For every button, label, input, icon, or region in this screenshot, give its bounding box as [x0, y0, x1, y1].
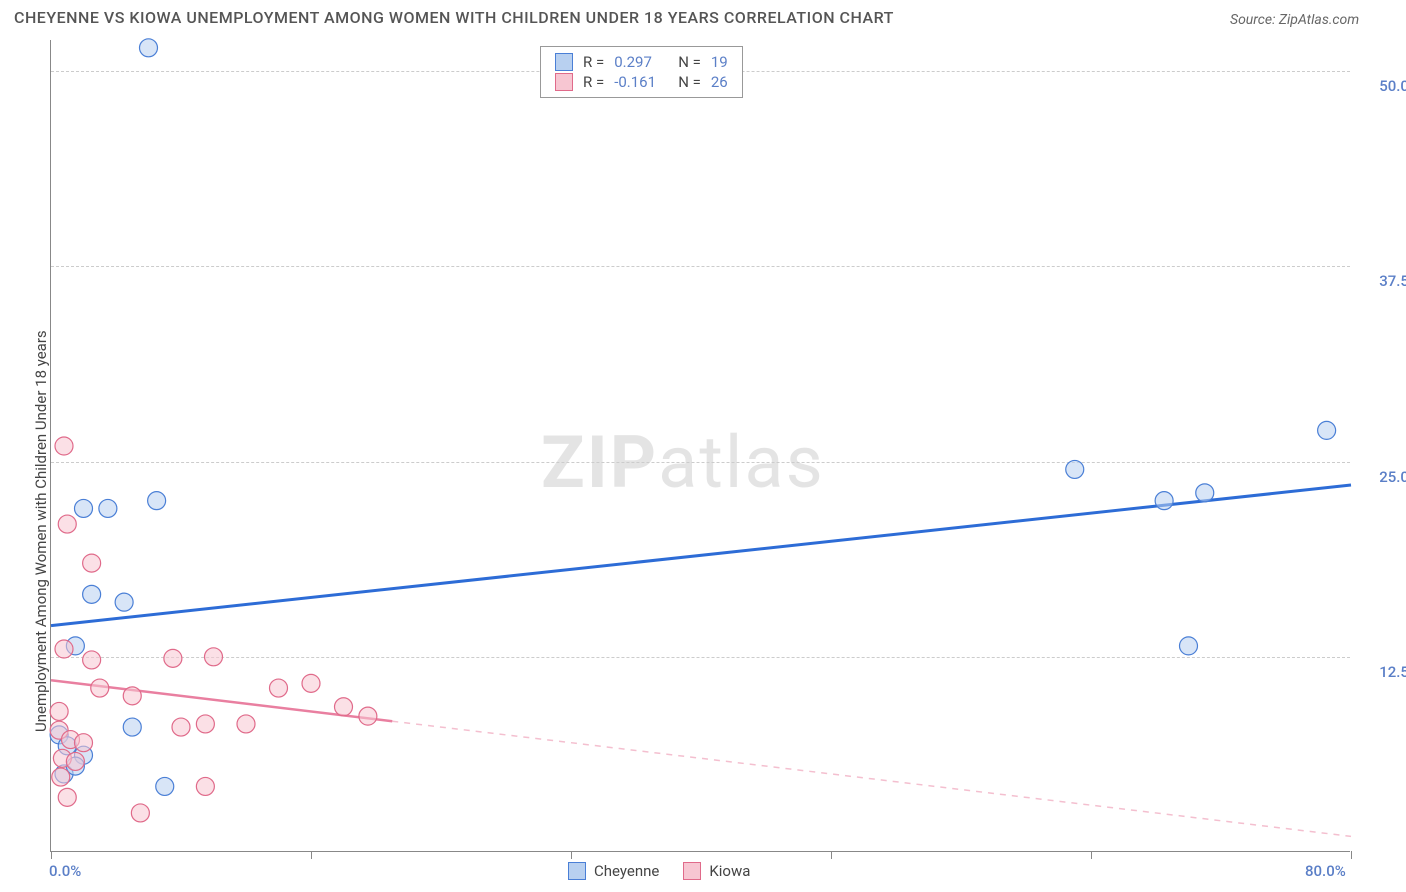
data-point-kiowa [237, 715, 255, 733]
x-tick [1091, 851, 1092, 859]
data-point-kiowa [172, 718, 190, 736]
data-point-cheyenne [115, 593, 133, 611]
data-point-kiowa [66, 752, 84, 770]
series-legend-item: Cheyenne [568, 862, 659, 880]
y-tick-label: 37.5% [1360, 272, 1406, 290]
x-tick [51, 851, 52, 859]
data-point-cheyenne [148, 492, 166, 510]
data-point-kiowa [196, 715, 214, 733]
source-prefix: Source: [1230, 12, 1279, 28]
x-tick-label: 80.0% [1305, 862, 1346, 880]
correlation-legend-row: R = 0.297 N = 19 [555, 53, 728, 71]
data-point-kiowa [58, 788, 76, 806]
chart-title: CHEYENNE VS KIOWA UNEMPLOYMENT AMONG WOM… [14, 8, 894, 27]
data-point-kiowa [302, 674, 320, 692]
trend-line-dashed-kiowa [392, 721, 1351, 836]
legend-r-value: 0.297 [614, 53, 668, 71]
data-point-kiowa [83, 554, 101, 572]
legend-swatch [568, 862, 586, 880]
legend-swatch [683, 862, 701, 880]
legend-series-name: Cheyenne [594, 862, 659, 880]
legend-swatch [555, 53, 573, 71]
x-tick-label: 0.0% [49, 862, 81, 880]
data-point-kiowa [55, 437, 73, 455]
data-point-cheyenne [1196, 484, 1214, 502]
data-point-kiowa [205, 648, 223, 666]
data-point-cheyenne [83, 585, 101, 603]
y-tick-label: 25.0% [1360, 468, 1406, 486]
data-point-cheyenne [140, 39, 158, 57]
legend-n-label: N = [678, 73, 701, 91]
legend-r-value: -0.161 [614, 73, 668, 91]
data-point-kiowa [83, 651, 101, 669]
series-legend: Cheyenne Kiowa [568, 862, 750, 880]
scatter-svg [51, 40, 1351, 852]
correlation-legend-box: R = 0.297 N = 19 R = -0.161 N = 26 [540, 46, 743, 98]
source-credit: Source: ZipAtlas.com [1230, 12, 1359, 28]
data-point-cheyenne [1318, 421, 1336, 439]
y-tick-label: 12.5% [1360, 663, 1406, 681]
trend-line-cheyenne [51, 485, 1351, 626]
chart-plot-area: ZIPatlas 12.5%25.0%37.5%50.0%0.0%80.0% [50, 40, 1350, 852]
data-point-kiowa [335, 698, 353, 716]
legend-n-value: 26 [711, 73, 728, 91]
data-point-kiowa [196, 777, 214, 795]
legend-r-label: R = [583, 73, 604, 91]
data-point-kiowa [52, 768, 70, 786]
data-point-cheyenne [156, 777, 174, 795]
series-legend-item: Kiowa [683, 862, 750, 880]
data-point-kiowa [91, 679, 109, 697]
legend-r-label: R = [583, 53, 604, 71]
legend-n-label: N = [678, 53, 701, 71]
data-point-cheyenne [1155, 492, 1173, 510]
y-axis-label: Unemployment Among Women with Children U… [32, 330, 50, 732]
data-point-cheyenne [1066, 460, 1084, 478]
y-tick-label: 50.0% [1360, 77, 1406, 95]
data-point-cheyenne [75, 499, 93, 517]
data-point-kiowa [50, 702, 68, 720]
source-name: ZipAtlas.com [1279, 12, 1359, 28]
data-point-kiowa [55, 640, 73, 658]
data-point-kiowa [270, 679, 288, 697]
correlation-legend-row: R = -0.161 N = 26 [555, 73, 728, 91]
data-point-kiowa [359, 707, 377, 725]
data-point-cheyenne [99, 499, 117, 517]
data-point-cheyenne [123, 718, 141, 736]
data-point-cheyenne [1180, 637, 1198, 655]
data-point-kiowa [58, 515, 76, 533]
data-point-kiowa [75, 734, 93, 752]
x-tick [311, 851, 312, 859]
data-point-kiowa [131, 804, 149, 822]
legend-n-value: 19 [711, 53, 728, 71]
x-tick [831, 851, 832, 859]
data-point-kiowa [164, 649, 182, 667]
data-point-kiowa [123, 687, 141, 705]
x-tick [571, 851, 572, 859]
x-tick [1351, 851, 1352, 859]
legend-series-name: Kiowa [709, 862, 750, 880]
legend-swatch [555, 73, 573, 91]
